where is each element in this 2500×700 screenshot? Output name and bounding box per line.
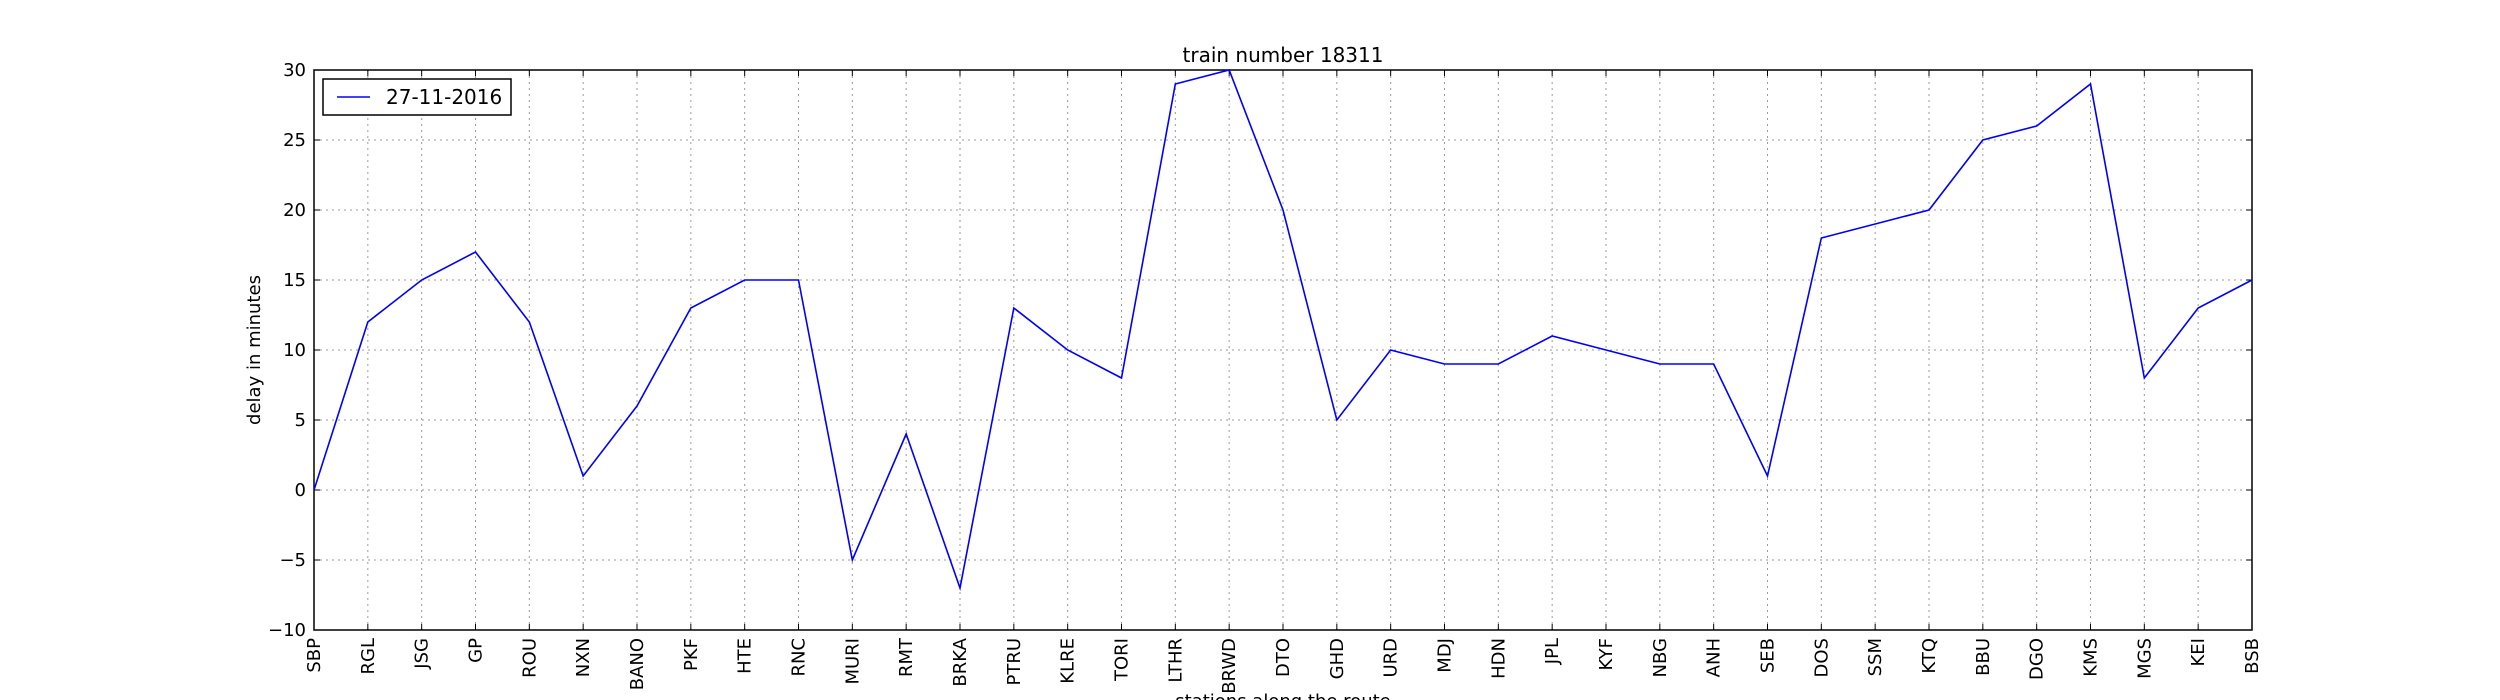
y-tick-label: 30 — [283, 60, 306, 81]
y-tick-label: 20 — [283, 200, 306, 221]
x-tick-label: KMS — [2081, 638, 2102, 677]
x-tick-label: MDJ — [1435, 638, 1456, 673]
x-tick-label: GHD — [1327, 638, 1348, 679]
y-tick-label: 5 — [295, 410, 306, 431]
x-tick-label: MURI — [842, 638, 863, 685]
x-tick-label: PTRU — [1004, 638, 1025, 686]
tick-labels: SBP RGL JSG GP ROU NXN BANO PKF HTE RNC MURI RMT BRK… — [268, 60, 2263, 694]
y-tick-label: 25 — [283, 130, 306, 151]
x-tick-label: DOS — [1811, 638, 1832, 677]
x-tick-label: GP — [466, 638, 487, 663]
grid-lines — [314, 70, 2252, 630]
x-tick-label: BSB — [2242, 638, 2263, 674]
x-tick-label: NBG — [1650, 638, 1671, 677]
x-tick-label: ANH — [1704, 638, 1725, 677]
x-tick-label: TORI — [1112, 638, 1133, 682]
y-tick-label: −10 — [268, 620, 306, 641]
y-tick-label: 15 — [283, 270, 306, 291]
x-tick-label: KEI — [2188, 638, 2209, 667]
x-tick-label: BRKA — [950, 637, 971, 686]
y-tick-label: −5 — [279, 550, 306, 571]
x-tick-label: MGS — [2134, 638, 2155, 679]
x-tick-label: KTQ — [1919, 638, 1940, 674]
x-tick-label: KYF — [1596, 638, 1617, 671]
x-tick-label: ROU — [519, 638, 540, 678]
x-tick-label: URD — [1381, 638, 1402, 678]
x-axis-title: stations along the route — [1175, 691, 1390, 700]
y-axis-title: delay in minutes — [244, 275, 265, 425]
x-tick-label: DGO — [2027, 638, 2048, 680]
plot-frame — [313, 69, 2253, 631]
legend: 27-11-2016 — [322, 78, 512, 116]
y-tick-label: 10 — [283, 340, 306, 361]
x-tick-label: DTO — [1273, 638, 1294, 677]
x-tick-label: JSG — [412, 638, 433, 670]
x-tick-label: LTHR — [1165, 638, 1186, 683]
x-tick-label: PKF — [681, 638, 702, 671]
x-tick-label: BBU — [1973, 638, 1994, 676]
chart-title: train number 18311 — [1183, 43, 1384, 67]
x-tick-label: RNC — [789, 638, 810, 677]
x-tick-label: RGL — [358, 638, 379, 674]
x-tick-label: HTE — [735, 638, 756, 674]
x-tick-label: JPL — [1542, 638, 1563, 665]
legend-label: 27-11-2016 — [386, 85, 502, 109]
series-line — [313, 69, 2253, 592]
x-tick-label: SEB — [1758, 638, 1779, 673]
x-tick-label: SSM — [1865, 638, 1886, 676]
y-tick-label: 0 — [295, 480, 306, 501]
series-lines — [313, 69, 2253, 592]
x-tick-label: BANO — [627, 638, 648, 690]
x-tick-label: BRWD — [1219, 638, 1240, 694]
x-tick-label: NXN — [573, 638, 594, 677]
x-tick-label: RMT — [896, 637, 917, 677]
axes — [313, 69, 2253, 631]
x-tick-label: KLRE — [1058, 638, 1079, 684]
x-tick-label: HDN — [1488, 638, 1509, 679]
x-tick-label: SBP — [304, 638, 325, 673]
